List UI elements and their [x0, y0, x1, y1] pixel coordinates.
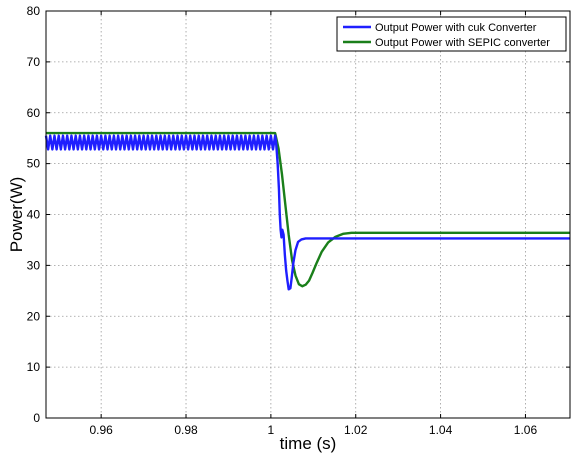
y-tick-label: 30	[27, 258, 41, 272]
x-tick-label: 1.06	[514, 423, 538, 437]
x-tick-label: 0.96	[89, 423, 113, 437]
x-tick-label: 1	[268, 423, 275, 437]
series-line-cuk	[44, 134, 570, 291]
tick-marks	[46, 10, 570, 419]
y-tick-label: 80	[27, 4, 41, 18]
y-tick-label: 60	[27, 106, 41, 120]
y-tick-label: 0	[33, 411, 40, 425]
y-tick-label: 10	[27, 360, 41, 374]
x-tick-label: 1.02	[344, 423, 368, 437]
y-tick-label: 40	[27, 208, 41, 222]
y-tick-label: 20	[27, 309, 41, 323]
x-tick-label: 1.04	[429, 423, 453, 437]
legend-box	[336, 16, 567, 52]
x-axis-title: time (s)	[280, 434, 337, 453]
legend-label-sepic: Output Power with SEPIC converter	[375, 37, 550, 49]
y-tick-label: 70	[27, 55, 41, 69]
legend: Output Power with cuk Converter Output P…	[336, 16, 567, 52]
y-tick-label: 50	[27, 157, 41, 171]
series-line-sepic	[46, 131, 570, 288]
series-layer	[44, 131, 570, 291]
tick-labels: 0.96 0.98 1 1.02 1.04 1.06 0 10 20 30 40 50 60 70 80	[27, 4, 538, 437]
legend-label-cuk: Output Power with cuk Converter	[375, 22, 537, 34]
x-tick-label: 0.98	[174, 423, 198, 437]
y-axis-title: Power(W)	[7, 177, 26, 253]
